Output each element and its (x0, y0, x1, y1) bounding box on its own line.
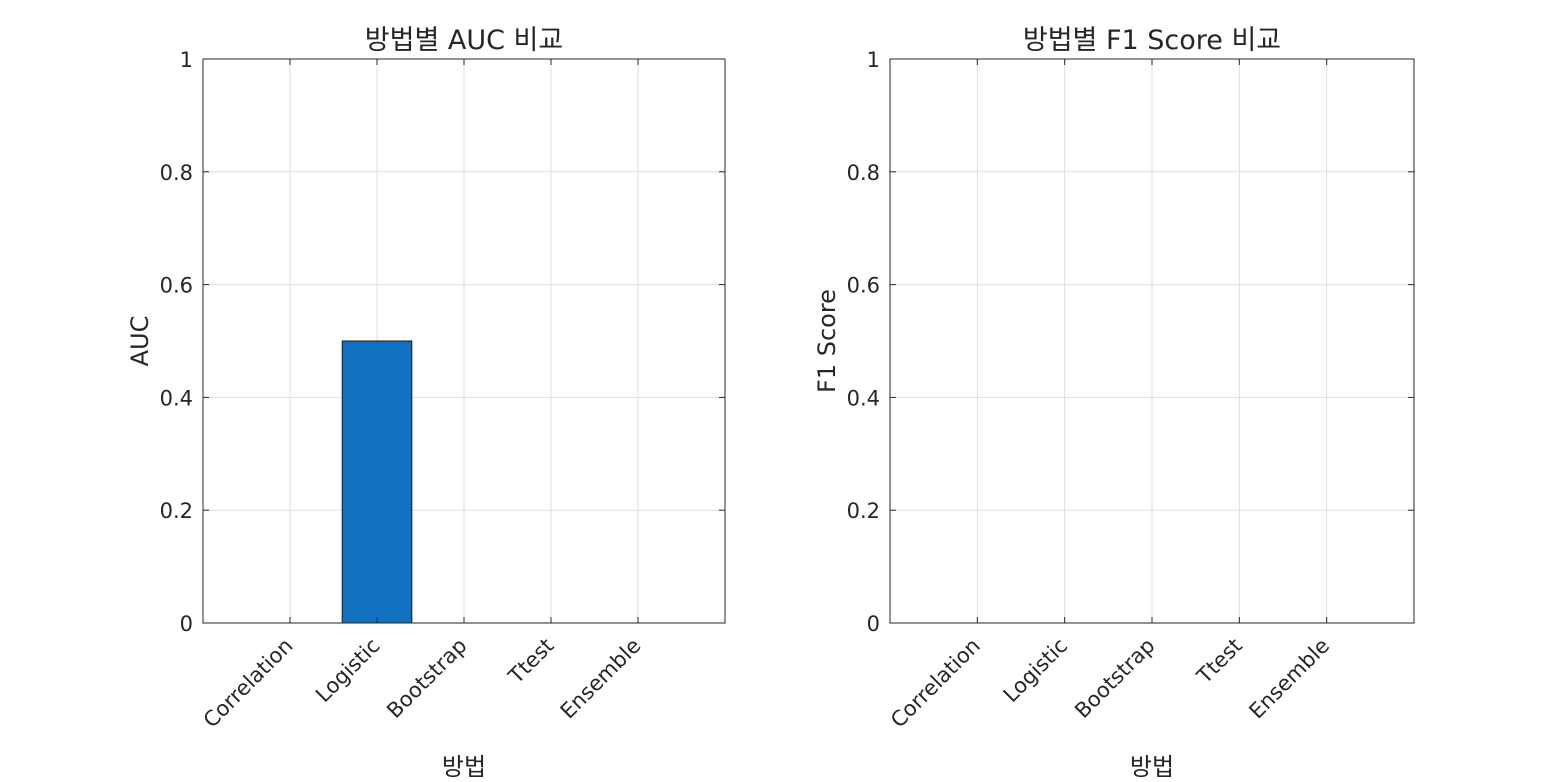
auc-grid (203, 59, 725, 623)
auc-x-tick-label-bootstrap: Bootstrap (382, 634, 471, 723)
f1-y-tick-label: 0.4 (847, 386, 880, 410)
auc-y-tick-label: 0.2 (160, 499, 193, 523)
f1-x-tick-label-ensemble: Ensemble (1244, 634, 1334, 724)
auc-y-tick-label: 0.4 (160, 386, 193, 410)
auc-ticks (203, 58, 725, 624)
f1-y-tick-labels: 0 0.2 0.4 0.6 0.8 1 (847, 48, 880, 636)
auc-chart: 0 0.2 0.4 0.6 0.8 1 Correlation LogisticBootst… (126, 25, 726, 781)
f1-ticks (890, 58, 1414, 624)
f1-x-tick-label-correlation: Correlation (886, 634, 985, 733)
f1-score-chart: 0 0.2 0.4 0.6 0.8 1 Correlation LogisticBootst… (813, 25, 1415, 781)
f1-y-tick-label: 0.6 (847, 274, 880, 298)
auc-chart-title: 방법별 AUC 비교 (365, 25, 563, 56)
auc-bars (341, 340, 413, 624)
auc-y-tick-label: 0 (180, 612, 193, 636)
f1-x-tick-label-ttest: Ttest (1192, 634, 1247, 689)
f1-chart-title: 방법별 F1 Score 비교 (1023, 25, 1281, 56)
auc-y-tick-labels: 0 0.2 0.4 0.6 0.8 1 (160, 48, 193, 636)
f1-grid (890, 59, 1414, 623)
auc-x-tick-label-correlation: Correlation (199, 634, 298, 733)
f1-x-tick-label-bootstrap: Bootstrap (1070, 634, 1159, 723)
f1-x-axis-label: 방법 (1130, 753, 1174, 781)
auc-y-tick-label: 0.8 (160, 161, 193, 185)
auc-y-axis-label: AUC (126, 316, 154, 367)
auc-x-tick-label-ttest: Ttest (503, 634, 558, 689)
f1-y-axis-label: F1 Score (813, 289, 841, 393)
f1-y-tick-label: 0.2 (847, 499, 880, 523)
auc-x-axis-label: 방법 (442, 753, 486, 781)
auc-x-tick-label-ensemble: Ensemble (556, 634, 646, 724)
f1-y-tick-label: 0 (867, 612, 880, 636)
auc-y-tick-label: 1 (180, 48, 193, 72)
auc-y-tick-label: 0.6 (160, 274, 193, 298)
auc-x-tick-label-logistic: Logistic (311, 634, 384, 707)
auc-bar-logistic (341, 340, 413, 624)
f1-x-tick-label-logistic: Logistic (999, 634, 1072, 707)
f1-y-tick-label: 0.8 (847, 161, 880, 185)
f1-y-tick-label: 1 (867, 48, 880, 72)
